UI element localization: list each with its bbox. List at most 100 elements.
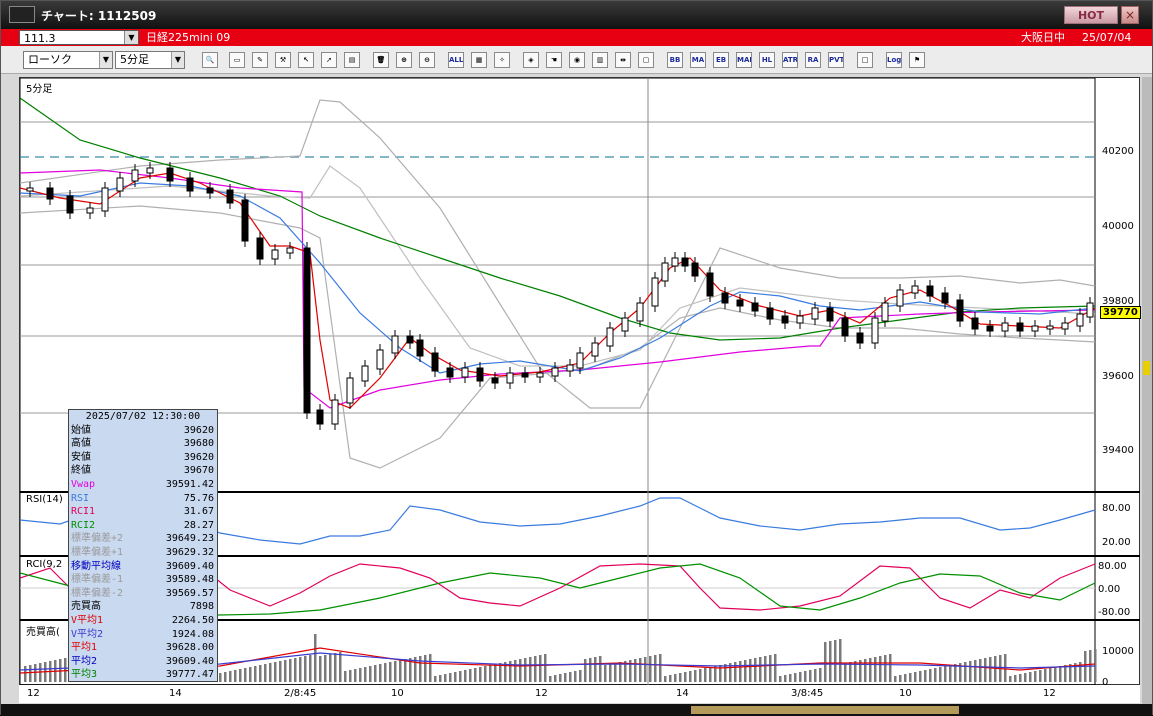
chevron-down-icon[interactable]: ▼ [124,31,138,44]
box-icon[interactable]: □ [857,52,873,68]
x-axis-label: 12 [27,688,40,699]
info-row: Vwap 39591.42 [69,478,217,492]
split-icon[interactable]: ⇹ [615,52,631,68]
ra-icon[interactable]: RA [805,52,821,68]
symbol-name: 日経225mini 09 [146,31,231,44]
info-key: RSI [71,492,90,504]
document-icon[interactable]: ▤ [344,52,360,68]
volume-bar [514,660,517,682]
atr-icon[interactable]: ATR [782,52,798,68]
log-icon[interactable]: Log [886,52,902,68]
info-row: 平均3 39777.47 [69,668,217,682]
lock-icon[interactable]: ▢ [638,52,654,68]
candle-body [506,372,514,384]
all-icon[interactable]: ALL [448,52,464,68]
candle-body [591,342,599,357]
x-axis-label: 14 [676,688,689,699]
close-button[interactable]: × [1121,6,1139,24]
volume-bar [599,656,602,682]
volume-bar [574,671,577,682]
volume-bar [909,673,912,682]
volume-bar [234,670,237,682]
volume-bar [1074,663,1077,682]
price-tick-label: 39600 [1102,371,1134,382]
candle-body [166,167,174,182]
mae-icon[interactable]: MAE [736,52,752,68]
chart-type-select[interactable]: ローソク ▼ [23,51,113,69]
wrench-icon[interactable]: ✧ [494,52,510,68]
hand-icon[interactable]: ☚ [546,52,562,68]
zoom-in-icon[interactable]: ⊕ [396,52,412,68]
volume-bar [974,660,977,682]
tool-icon[interactable]: ⚒ [275,52,291,68]
candle-body [461,367,469,378]
ma-icon[interactable]: MA [690,52,706,68]
info-value: 31.67 [183,506,214,518]
flag-icon[interactable]: ⚑ [909,52,925,68]
timeframe-value: 5分足 [120,53,149,66]
volume-panel-label: 売買高( [26,627,60,638]
search-icon[interactable]: 🔍 [202,52,218,68]
volume-bar [274,662,277,682]
candle-body [286,247,294,254]
table-icon[interactable]: ▥ [592,52,608,68]
volume-bar [1094,649,1097,682]
chart-canvas[interactable]: 40200 40000 39800 39600 39400 80.00 20.00 80.00… [20,78,1141,686]
eb-icon[interactable]: EB [713,52,729,68]
candle-body [431,352,439,372]
bb-icon[interactable]: BB [667,52,683,68]
volume-bar [539,655,542,682]
info-value: 39569.57 [165,587,214,599]
symbol-code-select[interactable]: 111.3 ▼ [19,30,139,45]
candle-body [736,299,744,307]
pvt-icon[interactable]: PVT [828,52,844,68]
volume-bar [589,658,592,682]
chevron-down-icon[interactable]: ▼ [99,52,112,68]
zoom-out-icon[interactable]: ⊖ [419,52,435,68]
cursor-icon[interactable]: ↖ [298,52,314,68]
candle-body [46,187,54,200]
volume-bar [684,672,687,682]
candle-body [566,364,574,372]
volume-bar [659,654,662,682]
long-ma-line [20,97,1096,341]
volume-bar [394,661,397,682]
volume-bar [644,657,647,682]
volume-bar [479,667,482,682]
volume-bar [699,669,702,682]
candle-body [811,307,819,320]
volume-bar [1019,674,1022,682]
candle-body [576,352,584,369]
mid-ma-line [20,182,1096,374]
volume-bar [944,666,947,682]
grid-icon[interactable]: ▦ [471,52,487,68]
chevron-down-icon[interactable]: ▼ [171,52,184,68]
window-icon[interactable]: ▭ [229,52,245,68]
volume-bar [989,657,992,682]
scrollbar-thumb[interactable] [691,706,959,714]
volume-bar [754,658,757,682]
volume-bar [779,676,782,682]
vertical-scrollbar[interactable] [1142,77,1152,704]
volume-bar [899,675,902,682]
volume-tick-label: 10000 [1102,646,1134,657]
hl-icon[interactable]: HL [759,52,775,68]
info-row: RCI1 31.67 [69,505,217,519]
trash-icon[interactable]: 🗑 [373,52,389,68]
horizontal-scrollbar[interactable] [1,704,1152,716]
magnify-icon[interactable]: ◉ [569,52,585,68]
timeframe-select[interactable]: 5分足 ▼ [115,51,185,69]
volume-bar [594,657,597,682]
info-row: 安値 39620 [69,451,217,465]
candle-body [391,335,399,354]
volume-bar [384,663,387,682]
candle-body [636,302,644,322]
volume-bar [714,666,717,682]
volume-bar [674,674,677,682]
volume-bar [504,662,507,682]
volume-bar [774,654,777,682]
palette-icon[interactable]: ◈ [523,52,539,68]
pen-icon[interactable]: ✎ [252,52,268,68]
hot-button[interactable]: HOT [1064,6,1118,24]
arrow-icon[interactable]: ➚ [321,52,337,68]
